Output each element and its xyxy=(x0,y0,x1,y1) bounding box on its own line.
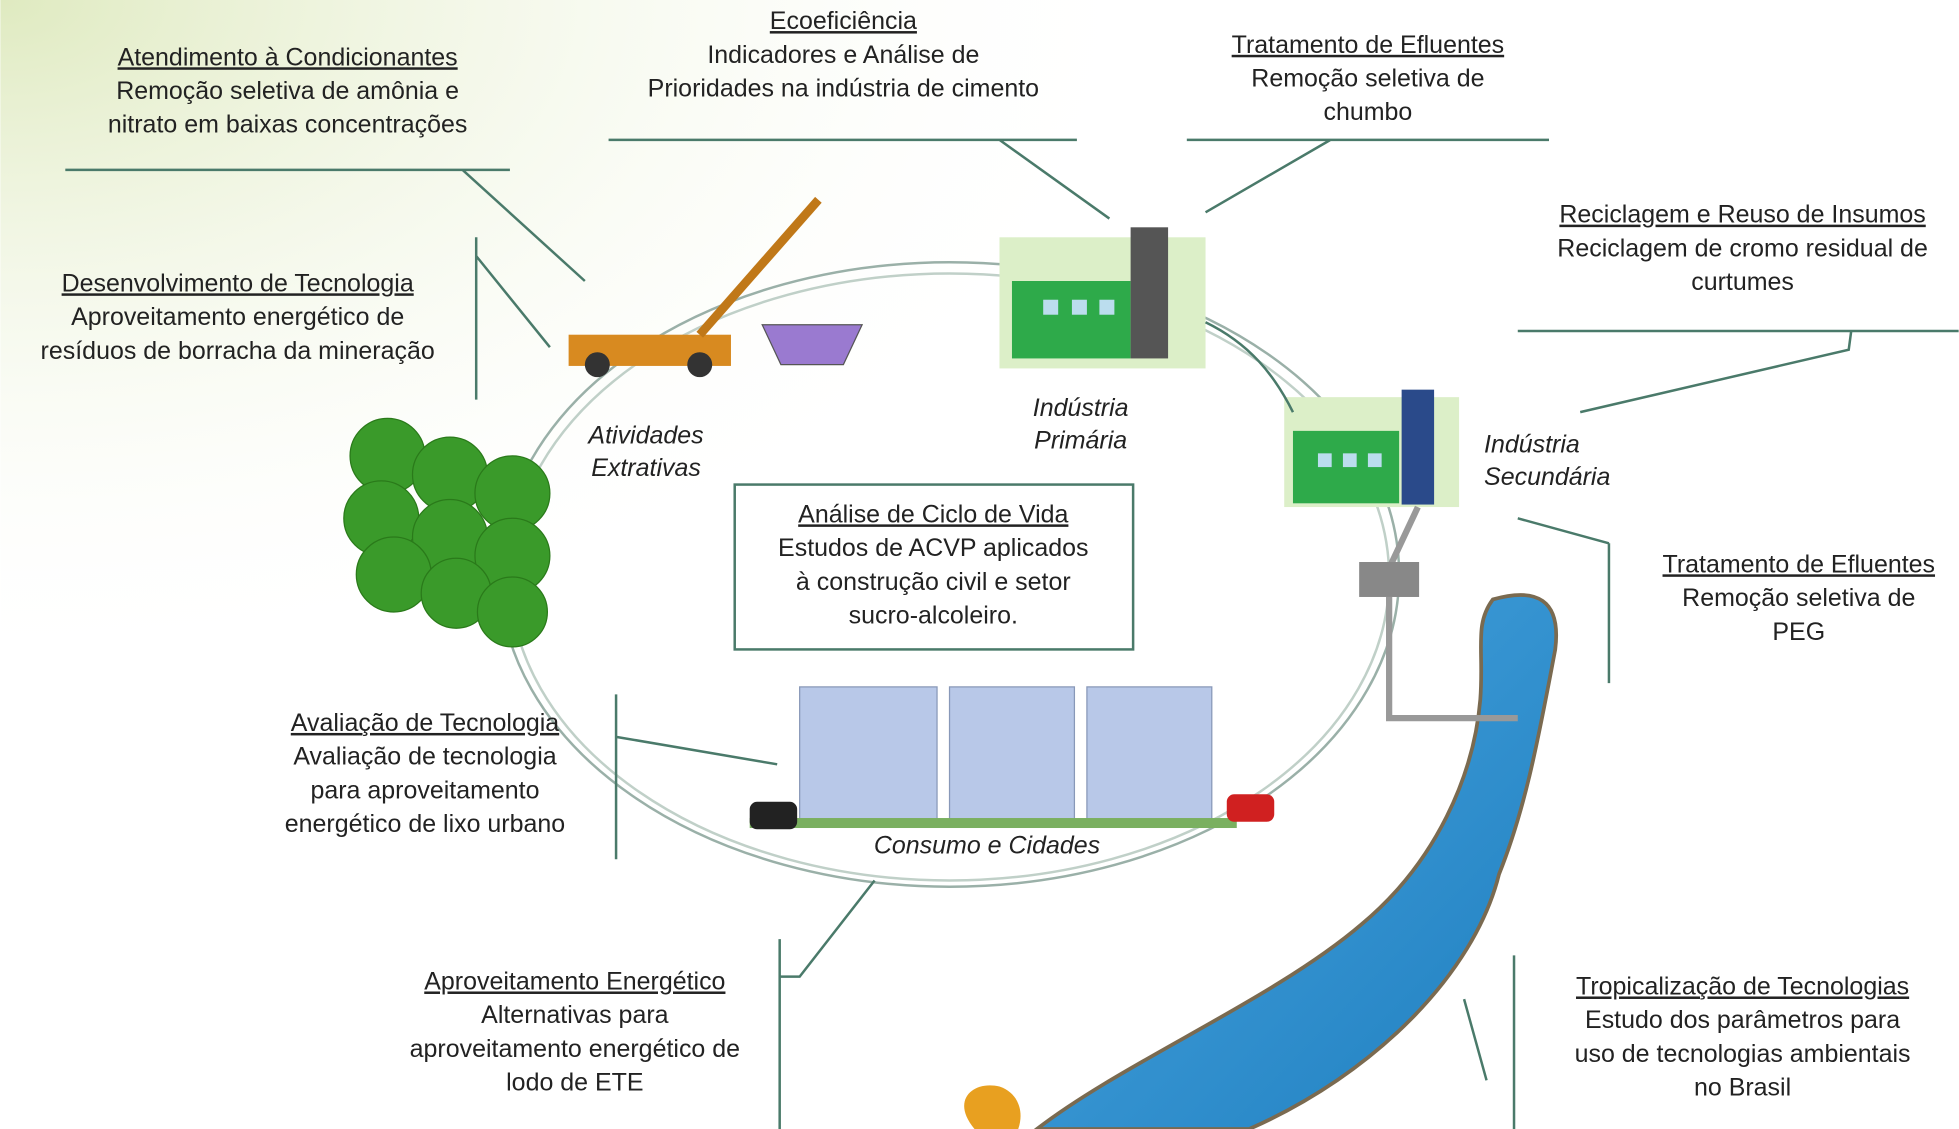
callout-text: Indicadores e Análise de xyxy=(707,41,979,69)
stage-label: Indústria xyxy=(1484,430,1580,458)
callout-title: Tratamento de Efluentes xyxy=(1663,550,1936,578)
stage-label: Atividades xyxy=(586,422,703,450)
callout-text: resíduos de borracha da mineração xyxy=(41,337,435,365)
callout-title: Aproveitamento Energético xyxy=(424,967,725,995)
stage-label: Extrativas xyxy=(591,454,701,482)
stage-label: Secundária xyxy=(1484,463,1610,491)
callout-text: no Brasil xyxy=(1694,1074,1791,1102)
callout-text: uso de tecnologias ambientais xyxy=(1575,1040,1911,1068)
callout-title: Desenvolvimento de Tecnologia xyxy=(62,269,414,297)
callout-title: Tratamento de Efluentes xyxy=(1232,31,1505,59)
callout-text: Estudo dos parâmetros para xyxy=(1585,1006,1900,1034)
callout-text: Prioridades na indústria de cimento xyxy=(648,75,1039,103)
diagram: Atendimento à Condicionantes Remoção sele… xyxy=(0,0,1959,1129)
stage-label: Primária xyxy=(1034,427,1127,455)
center-title: Análise de Ciclo de Vida xyxy=(798,500,1068,528)
stage-label: Consumo e Cidades xyxy=(874,831,1100,859)
callout-title: Tropicalização de Tecnologias xyxy=(1576,972,1909,1000)
center-text: Estudos de ACVP aplicados xyxy=(778,534,1088,562)
callout-text: chumbo xyxy=(1323,98,1412,126)
callout-text: energético de lixo urbano xyxy=(285,810,565,838)
buildings-icon xyxy=(750,687,1275,829)
callout-text: Avaliação de tecnologia xyxy=(293,743,556,771)
page: {"center": {"title": "Análise de Ciclo d… xyxy=(0,0,1959,1129)
stage-label: Indústria xyxy=(1033,394,1129,422)
callout-text: lodo de ETE xyxy=(506,1069,643,1097)
factory-icon xyxy=(999,227,1205,368)
callout-text: Reciclagem de cromo residual de xyxy=(1557,234,1928,262)
callout-text: Alternativas para xyxy=(481,1001,668,1029)
callout-text: Aproveitamento energético de xyxy=(71,303,404,331)
callout-title: Avaliação de Tecnologia xyxy=(291,709,560,737)
callout-text: para aproveitamento xyxy=(310,776,539,804)
callout-text: PEG xyxy=(1772,618,1825,646)
callout-text: Remoção seletiva de amônia e xyxy=(116,77,459,105)
callout-title: Reciclagem e Reuso de Insumos xyxy=(1559,201,1925,229)
callout-text: curtumes xyxy=(1691,268,1794,296)
callout-title: Ecoeficiência xyxy=(770,7,917,35)
callout-title: Atendimento à Condicionantes xyxy=(118,43,458,71)
center-text: sucro-alcoleiro. xyxy=(849,602,1018,630)
callout-text: Remoção seletiva de xyxy=(1682,584,1915,612)
center-text: à construção civil e setor xyxy=(796,568,1071,596)
callout-text: nitrato em baixas concentrações xyxy=(108,111,467,139)
callout-text: Remoção seletiva de xyxy=(1251,65,1484,93)
callout-text: aproveitamento energético de xyxy=(410,1035,740,1063)
